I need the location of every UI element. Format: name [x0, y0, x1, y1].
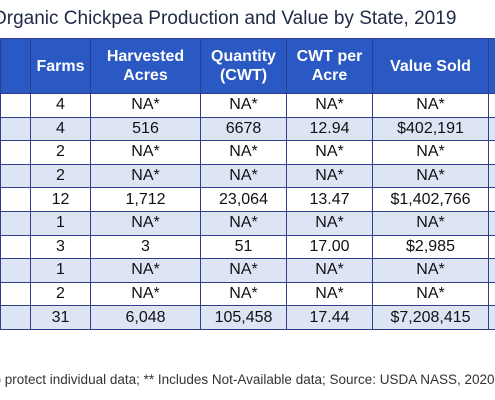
column-header-state — [0, 38, 31, 94]
table-cell: $7,208,415 — [372, 305, 489, 330]
table-cell-state — [0, 116, 31, 142]
table-row: 1 NA* NA* NA* NA* — [0, 258, 495, 283]
table-cell: 1,712 — [90, 187, 201, 212]
table-cell: NA* — [286, 258, 373, 283]
table-cell-edge — [488, 210, 495, 236]
table-cell: 12.94 — [286, 116, 373, 142]
table-cell: NA* — [90, 258, 201, 283]
table-cell: 6,048 — [90, 305, 201, 330]
table-cell-state — [0, 234, 31, 260]
table-cell: NA* — [286, 93, 373, 118]
table-cell: 3 — [90, 234, 201, 260]
table-cell: NA* — [372, 140, 489, 165]
table-header-row: Farms Harvested Acres Quantity (CWT) CWT… — [0, 38, 495, 94]
table-cell: NA* — [200, 210, 287, 236]
table-cell: 12 — [30, 187, 91, 212]
table-cell: NA* — [372, 210, 489, 236]
table-cell-state — [0, 163, 31, 189]
table-cell: NA* — [90, 140, 201, 165]
table-cell-state — [0, 140, 31, 165]
table-cell: NA* — [200, 93, 287, 118]
table-cell: NA* — [286, 210, 373, 236]
table-cell: 2 — [30, 140, 91, 165]
table-cell: 17.44 — [286, 305, 373, 330]
table-cell: 1 — [30, 258, 91, 283]
table-cell: NA* — [286, 140, 373, 165]
table-cell-state — [0, 258, 31, 283]
table-row: 2 NA* NA* NA* NA* — [0, 163, 495, 189]
table-cell: 3 — [30, 234, 91, 260]
table-cell: NA* — [90, 210, 201, 236]
column-header-farms: Farms — [30, 38, 91, 94]
column-header-value-sold: Value Sold — [372, 38, 489, 94]
table-cell-state — [0, 187, 31, 212]
data-table: Farms Harvested Acres Quantity (CWT) CWT… — [0, 38, 495, 330]
table-cell: NA* — [372, 281, 489, 307]
table-cell: NA* — [200, 163, 287, 189]
table-cell: 2 — [30, 281, 91, 307]
table-cell: 516 — [90, 116, 201, 142]
table-cell-edge — [488, 140, 495, 165]
table-cell: 13.47 — [286, 187, 373, 212]
table-cell-edge — [488, 258, 495, 283]
footnote: * To protect individual data; ** Include… — [0, 372, 495, 387]
column-header-cwt-per-acre: CWT per Acre — [286, 38, 373, 94]
table-cell: NA* — [372, 163, 489, 189]
table-cell-edge — [488, 93, 495, 118]
table-row: 2 NA* NA* NA* NA* — [0, 140, 495, 165]
table-cell: 31 — [30, 305, 91, 330]
table-row-total: 31 6,048 105,458 17.44 $7,208,415 — [0, 305, 495, 330]
table-cell: $1,402,766 — [372, 187, 489, 212]
table-cell: NA* — [286, 163, 373, 189]
table-cell: NA* — [372, 258, 489, 283]
table-row: 1 NA* NA* NA* NA* — [0, 210, 495, 236]
table-cell: NA* — [286, 281, 373, 307]
table-row: 4 NA* NA* NA* NA* — [0, 93, 495, 118]
table-row: 12 1,712 23,064 13.47 $1,402,766 — [0, 187, 495, 212]
table-cell: 51 — [200, 234, 287, 260]
table-cell: 1 — [30, 210, 91, 236]
table-cell: 4 — [30, 116, 91, 142]
table-cell: NA* — [372, 93, 489, 118]
table-cell: $402,191 — [372, 116, 489, 142]
table-cell-edge — [488, 234, 495, 260]
table-cell-edge — [488, 163, 495, 189]
table-cell: 105,458 — [200, 305, 287, 330]
table-cell-edge — [488, 281, 495, 307]
table-row: 2 NA* NA* NA* NA* — [0, 281, 495, 307]
table-row: 4 516 6678 12.94 $402,191 — [0, 116, 495, 142]
column-header-edge — [488, 38, 495, 94]
table-cell: NA* — [200, 281, 287, 307]
table-cell-state — [0, 305, 31, 330]
table-cell-state — [0, 281, 31, 307]
table-cell: NA* — [90, 163, 201, 189]
table-cell: 6678 — [200, 116, 287, 142]
table-cell: 4 — [30, 93, 91, 118]
table-cell-edge — [488, 305, 495, 330]
table-cell-state — [0, 93, 31, 118]
table-cell-edge — [488, 116, 495, 142]
table-cell: 17.00 — [286, 234, 373, 260]
table-cell: NA* — [200, 258, 287, 283]
table-cell: 2 — [30, 163, 91, 189]
table-cell: NA* — [200, 140, 287, 165]
page-title: Organic Chickpea Production and Value by… — [0, 8, 457, 29]
table-cell-state — [0, 210, 31, 236]
table-cell: $2,985 — [372, 234, 489, 260]
table-cell: NA* — [90, 281, 201, 307]
table-row: 3 3 51 17.00 $2,985 — [0, 234, 495, 260]
column-header-harvested-acres: Harvested Acres — [90, 38, 201, 94]
table-cell: NA* — [90, 93, 201, 118]
table-cell: 23,064 — [200, 187, 287, 212]
column-header-quantity: Quantity (CWT) — [200, 38, 287, 94]
table-cell-edge — [488, 187, 495, 212]
